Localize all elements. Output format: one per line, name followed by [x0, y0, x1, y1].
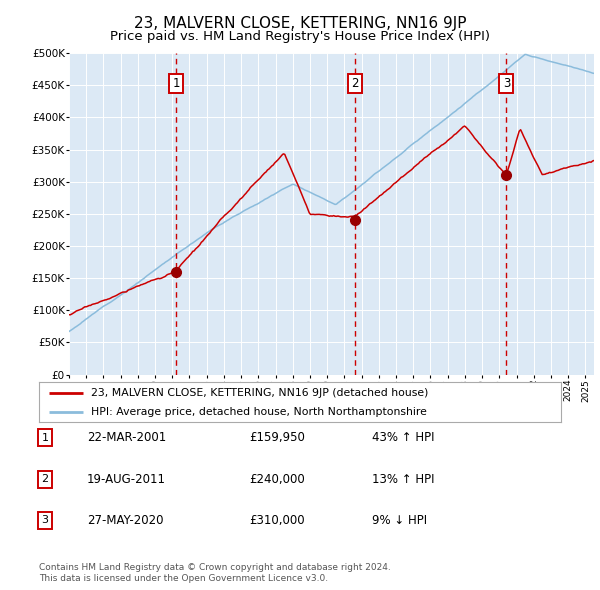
Text: Price paid vs. HM Land Registry's House Price Index (HPI): Price paid vs. HM Land Registry's House …: [110, 30, 490, 43]
Text: 13% ↑ HPI: 13% ↑ HPI: [372, 473, 434, 486]
Text: £240,000: £240,000: [249, 473, 305, 486]
Text: 2: 2: [352, 77, 359, 90]
Text: 3: 3: [41, 516, 49, 525]
Text: 23, MALVERN CLOSE, KETTERING, NN16 9JP (detached house): 23, MALVERN CLOSE, KETTERING, NN16 9JP (…: [91, 388, 428, 398]
Text: HPI: Average price, detached house, North Northamptonshire: HPI: Average price, detached house, Nort…: [91, 407, 427, 417]
Text: 1: 1: [172, 77, 180, 90]
Text: 23, MALVERN CLOSE, KETTERING, NN16 9JP: 23, MALVERN CLOSE, KETTERING, NN16 9JP: [134, 16, 466, 31]
Text: 19-AUG-2011: 19-AUG-2011: [87, 473, 166, 486]
Text: 27-MAY-2020: 27-MAY-2020: [87, 514, 163, 527]
Text: Contains HM Land Registry data © Crown copyright and database right 2024.: Contains HM Land Registry data © Crown c…: [39, 563, 391, 572]
Text: 43% ↑ HPI: 43% ↑ HPI: [372, 431, 434, 444]
Text: 1: 1: [41, 433, 49, 442]
Text: 22-MAR-2001: 22-MAR-2001: [87, 431, 166, 444]
Text: £310,000: £310,000: [249, 514, 305, 527]
Text: 3: 3: [503, 77, 510, 90]
Text: 2: 2: [41, 474, 49, 484]
Text: This data is licensed under the Open Government Licence v3.0.: This data is licensed under the Open Gov…: [39, 573, 328, 583]
Text: £159,950: £159,950: [249, 431, 305, 444]
Text: 9% ↓ HPI: 9% ↓ HPI: [372, 514, 427, 527]
